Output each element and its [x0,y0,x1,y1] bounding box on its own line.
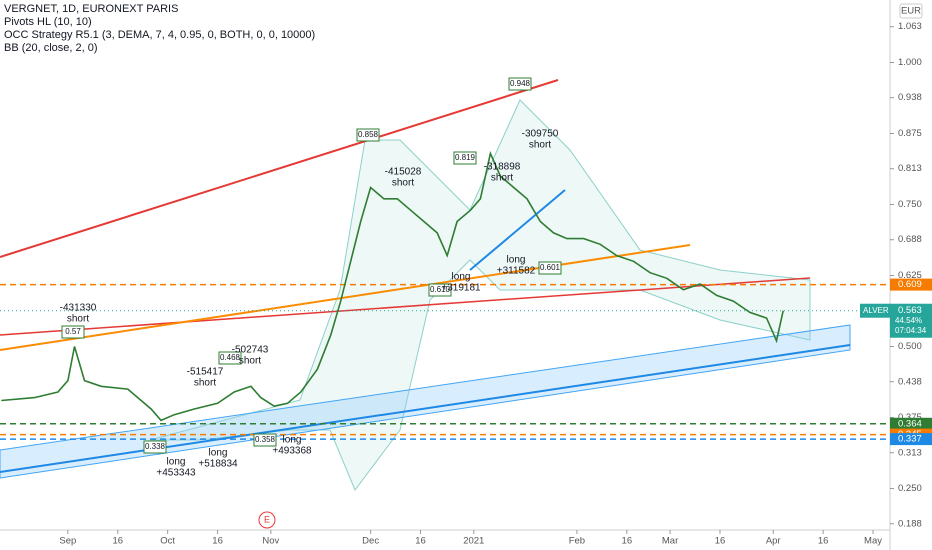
y-tick-label: 0.250 [898,483,922,494]
legend-item: OCC Strategy R5.1 (3, DEMA, 7, 4, 0.95, … [4,29,315,41]
trendline [0,344,851,473]
level-tag [890,417,932,430]
y-tick-label: 0.438 [898,376,922,387]
pivot-box [356,128,380,142]
x-tick-label: May [864,536,882,547]
y-tick-label: 1.000 [898,57,922,68]
event-marker[interactable] [258,511,276,529]
trendline [0,277,811,336]
trade-annotation: long [167,457,186,468]
legend-title: VERGNET, 1D, EURONEXT PARIS [4,3,178,15]
price-tag [890,303,932,338]
pivot-box [453,151,477,165]
level-label: 0.337 [898,434,922,445]
level-tag [890,278,932,291]
trade-annotation: -515417 [187,367,224,378]
level-tag [890,433,932,446]
x-tick-label: 16 [415,536,426,547]
y-tick-label: 0.313 [898,447,922,458]
trade-annotation: long [283,435,302,446]
trade-annotation: short [491,173,513,184]
pivot-label: 0.601 [540,263,561,272]
x-tick-label: Dec [362,536,379,547]
x-tick-label: Mar [662,536,678,547]
x-tick-label: Nov [262,536,279,547]
x-tick-label: 16 [212,536,223,547]
y-tick-label: 1.063 [898,21,922,32]
pivot-box [508,77,532,91]
trendline [0,79,559,258]
y-tick-label: 0.375 [898,412,922,423]
pivot-box [253,433,277,447]
trade-annotation: +518834 [198,459,238,470]
currency-box[interactable] [899,3,923,19]
x-tick-label: 16 [622,536,633,547]
trade-annotation: -309750 [522,129,559,140]
trade-annotation: long [209,448,228,459]
level-label: 0.364 [898,418,922,429]
trade-annotation: long [452,272,471,283]
x-tick-label: 16 [112,536,123,547]
event-label: E [264,514,270,524]
bollinger-band [149,99,811,491]
y-tick-label: 0.625 [898,270,922,281]
y-tick-label: 0.688 [898,234,922,245]
pivot-label: 0.948 [510,79,531,88]
pivot-label: 0.858 [358,130,379,139]
countdown-label: 07:04:34 [895,326,927,335]
x-tick-label: Feb [569,536,585,547]
legend: VERGNET, 1D, EURONEXT PARIS Pivots HL (1… [4,3,315,54]
pivot-label: 0.610 [430,285,451,294]
trendline [469,189,566,271]
pivot-label: 0.358 [255,435,276,444]
x-tick-label: Sep [59,536,76,547]
pivot-box [143,440,167,454]
trade-annotation: +319181 [441,283,481,294]
x-tick-label: 16 [818,536,829,547]
pivot-label: 0.819 [455,153,476,162]
trade-annotation: short [529,140,551,151]
trade-annotation: short [239,356,261,367]
price-label: 0.563 [898,305,922,316]
trendline [0,244,691,351]
symbol-tag [860,303,890,318]
x-tick-label: 2021 [463,536,484,547]
trade-annotation: -318898 [484,162,521,173]
y-tick-label: 0.500 [898,341,922,352]
y-tick-label: 0.875 [898,128,922,139]
symbol-label: ALVER [863,306,889,315]
y-tick-label: 0.750 [898,199,922,210]
trade-annotation: -502743 [232,345,269,356]
pivot-label: 0.468 [220,353,241,362]
price-line [1,150,784,422]
trade-annotation: short [67,314,89,325]
currency: EUR [901,6,921,17]
trade-annotation: +311582 [497,266,536,277]
level-label: 0.609 [898,279,922,290]
change-label: 44.54% [895,316,922,325]
trade-annotation: -431330 [60,303,97,314]
x-tick-label: Apr [766,536,781,547]
legend-item: Pivots HL (10, 10) [4,16,92,28]
trade-annotation: +493368 [272,446,312,457]
legend-item: BB (20, close, 2, 0) [4,42,98,54]
pivot-label: 0.338 [145,442,166,451]
y-tick-label: 0.188 [898,518,922,529]
y-tick-label: 0.938 [898,92,922,103]
trade-annotation: -415028 [385,167,422,178]
y-tick-label: 0.813 [898,163,922,174]
pivot-box [61,325,85,339]
pivot-box [538,261,562,275]
trade-annotation: +453343 [156,468,196,479]
trade-annotation: short [194,378,216,389]
x-tick-label: 16 [715,536,726,547]
pivot-box [218,351,242,365]
trade-annotation: long [507,255,526,266]
pivot-label: 0.57 [65,327,81,336]
x-tick-label: Oct [160,536,175,547]
pivot-box [428,283,452,297]
trade-annotation: short [392,178,414,189]
